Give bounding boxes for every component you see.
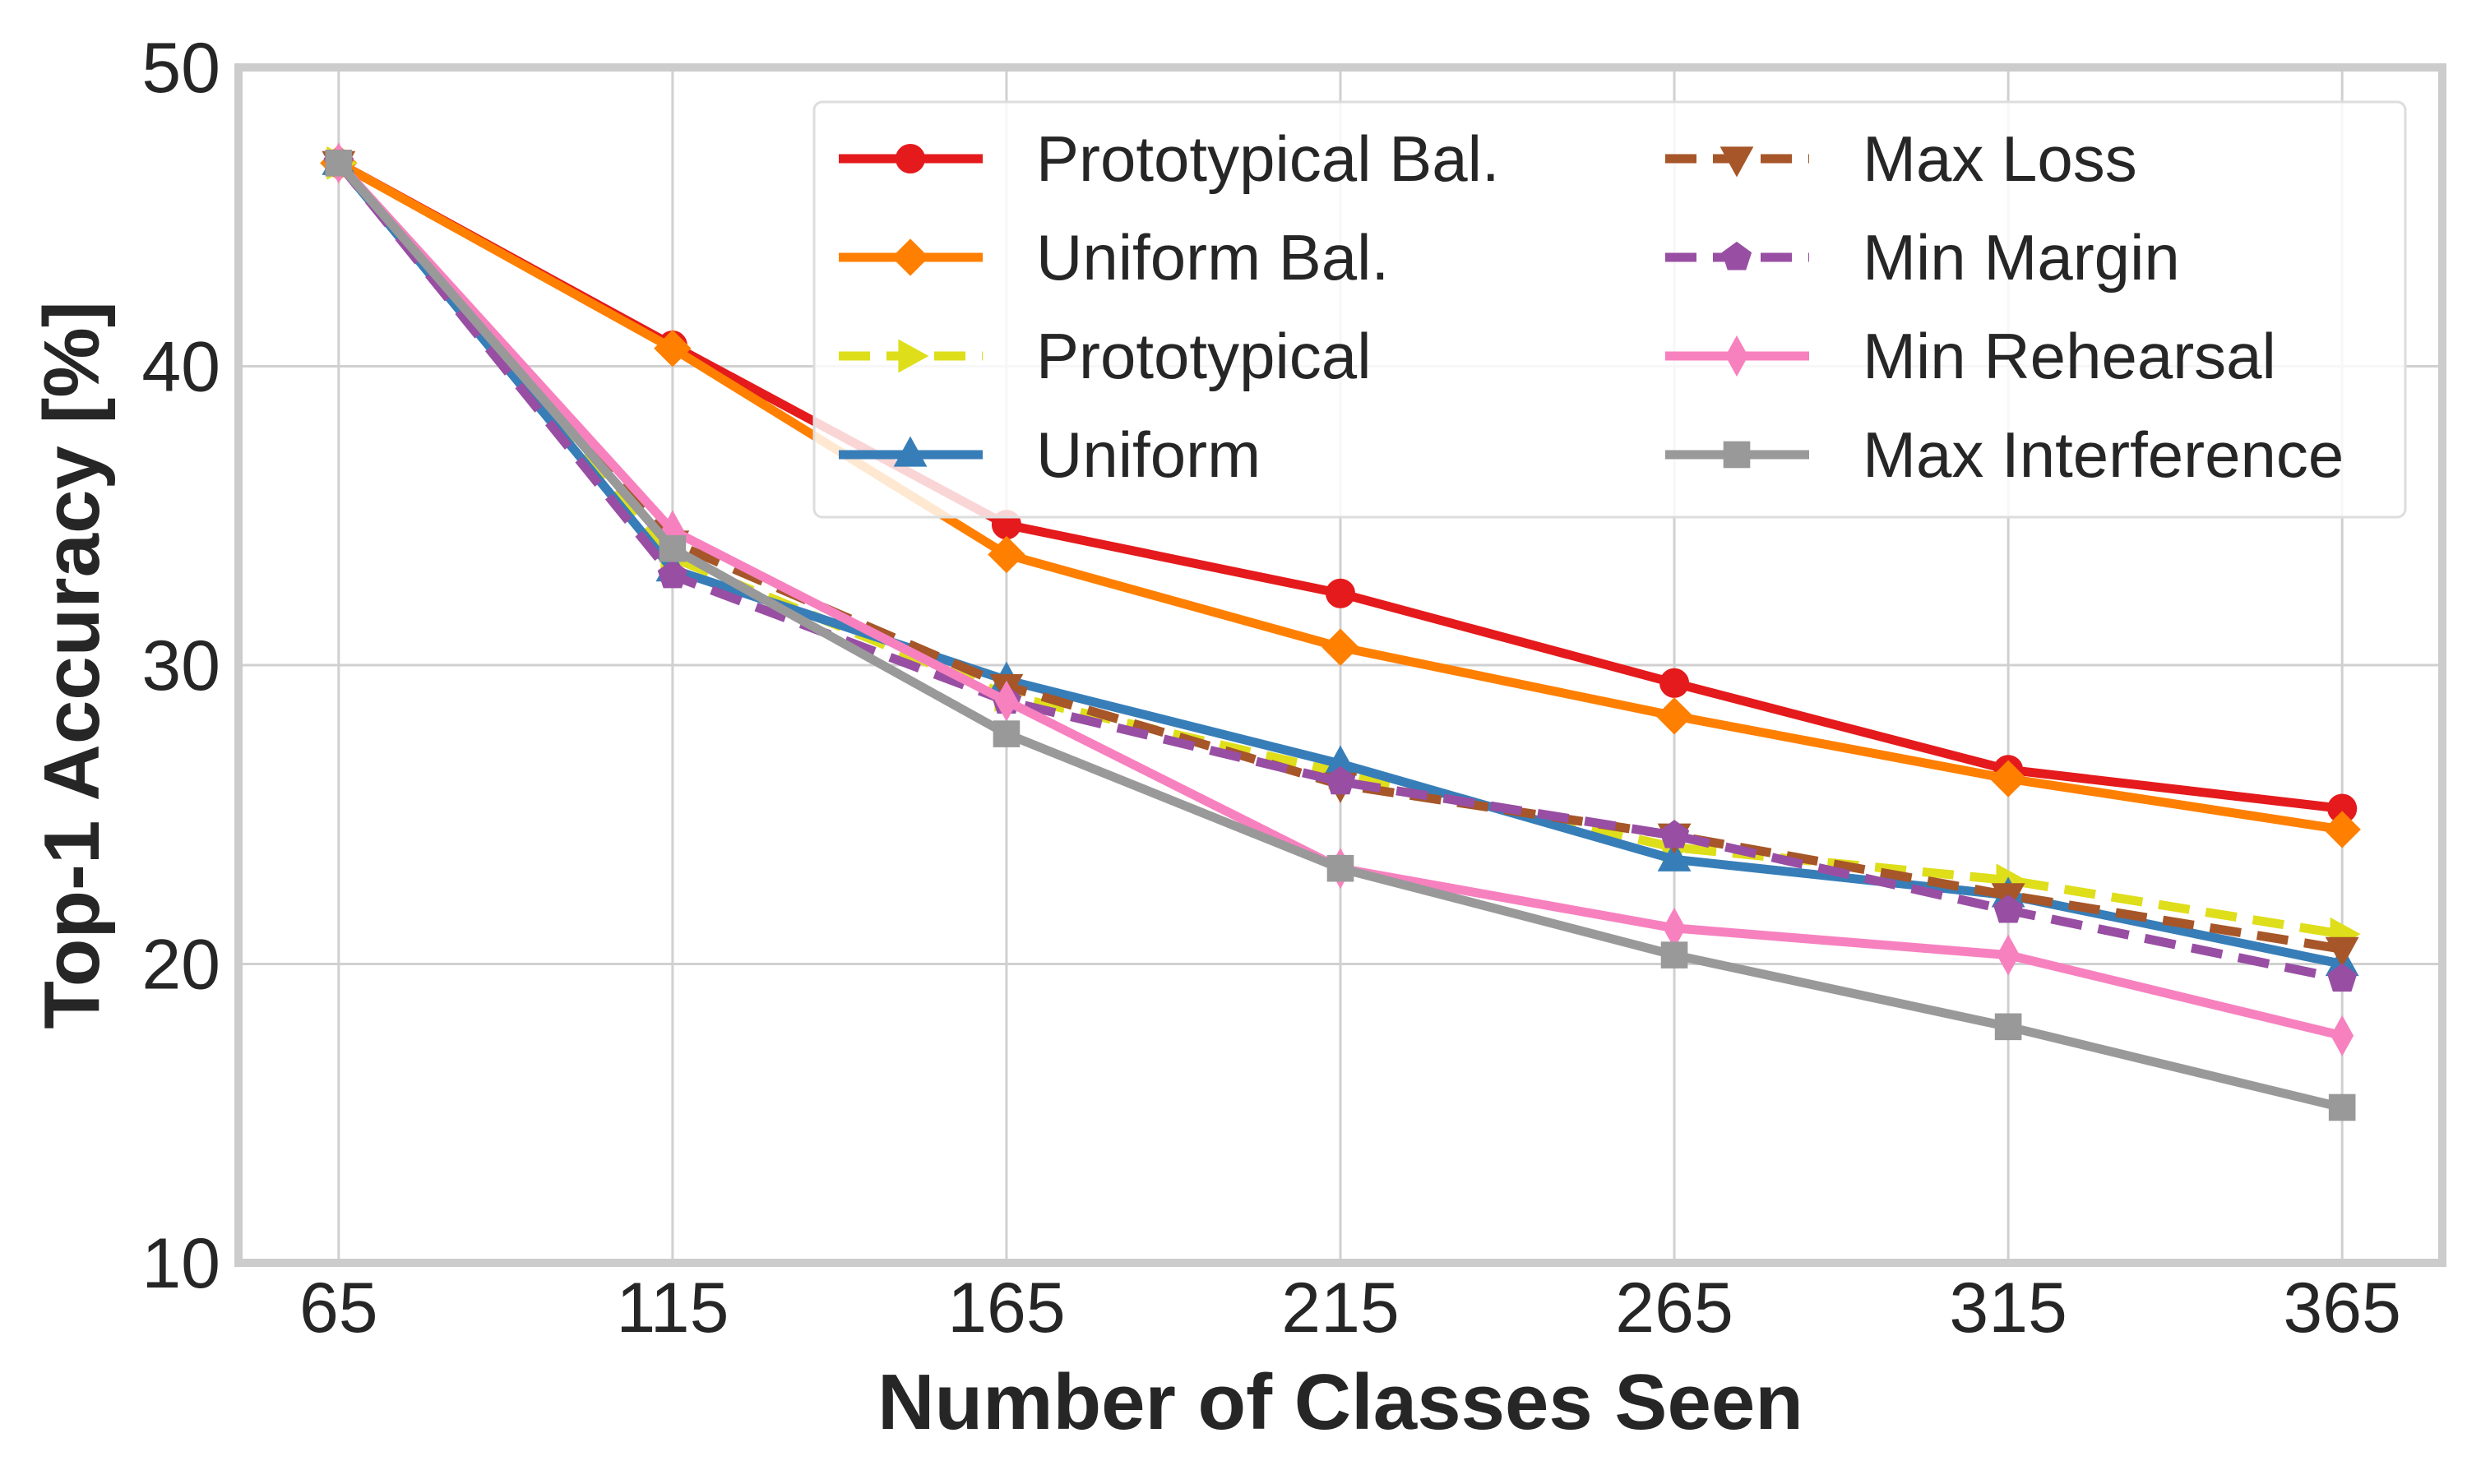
data-point bbox=[1723, 441, 1751, 469]
legend-label: Prototypical Bal. bbox=[1036, 123, 1500, 195]
data-point bbox=[2323, 811, 2361, 848]
legend: Prototypical Bal. Uniform Bal. Prototypica… bbox=[812, 100, 2407, 519]
x-tick-label: 165 bbox=[947, 1269, 1066, 1348]
legend-label: Uniform bbox=[1036, 418, 1261, 491]
legend-item: Uniform Bal. bbox=[839, 221, 1389, 294]
legend-frame bbox=[812, 100, 2407, 519]
data-point bbox=[1997, 934, 2020, 976]
data-point bbox=[1721, 241, 1752, 270]
legend-item: Min Margin bbox=[1665, 221, 2180, 294]
y-axis-title: Top-1 Accuracy [%] bbox=[28, 301, 116, 1029]
data-point bbox=[1989, 760, 2027, 797]
data-point bbox=[1663, 907, 1686, 949]
legend-item: Prototypical bbox=[839, 320, 1372, 392]
data-point bbox=[1655, 697, 1693, 735]
data-point bbox=[657, 559, 688, 589]
x-tick-label: 265 bbox=[1615, 1269, 1733, 1348]
data-point bbox=[1657, 840, 1692, 871]
x-tick-label: 365 bbox=[2283, 1269, 2401, 1348]
data-point bbox=[988, 535, 1025, 574]
data-point bbox=[2327, 963, 2358, 992]
legend-item: Uniform bbox=[839, 418, 1261, 491]
legend-item: Max Interference bbox=[1665, 418, 2344, 491]
series-max-interference bbox=[325, 150, 2356, 1121]
series-group bbox=[320, 142, 2361, 1121]
data-point bbox=[2328, 1093, 2356, 1121]
data-point bbox=[1659, 668, 1690, 698]
data-point bbox=[1321, 628, 1359, 666]
data-point bbox=[2330, 1015, 2354, 1056]
data-point bbox=[1326, 854, 1354, 882]
data-point bbox=[654, 330, 692, 368]
data-point bbox=[896, 144, 925, 173]
data-point bbox=[1659, 820, 1690, 848]
data-point bbox=[893, 436, 928, 467]
y-tick-label: 20 bbox=[141, 926, 220, 1005]
legend-label: Prototypical bbox=[1036, 320, 1372, 392]
y-tick-label: 50 bbox=[141, 29, 220, 108]
tick-labels: 65 115 165 215 265 315 365 10 20 30 40 50 bbox=[141, 29, 2401, 1348]
data-point bbox=[1725, 335, 1748, 377]
legend-item: Prototypical Bal. bbox=[839, 123, 1500, 195]
plot-frame bbox=[234, 63, 2446, 1267]
data-point bbox=[1993, 894, 2024, 923]
data-point bbox=[898, 339, 929, 373]
data-point bbox=[891, 238, 929, 276]
legend-label: Uniform Bal. bbox=[1036, 221, 1389, 294]
legend-label: Max Loss bbox=[1863, 123, 2137, 195]
x-tick-label: 65 bbox=[299, 1269, 378, 1348]
data-point bbox=[993, 720, 1021, 747]
x-tick-label: 315 bbox=[1949, 1269, 2067, 1348]
data-point bbox=[325, 150, 353, 177]
data-point bbox=[2325, 936, 2359, 968]
legend-label: Max Interference bbox=[1863, 418, 2344, 491]
x-tick-label: 215 bbox=[1281, 1269, 1400, 1348]
y-tick-label: 30 bbox=[141, 626, 220, 705]
data-point bbox=[659, 534, 687, 562]
y-tick-label: 40 bbox=[141, 328, 220, 407]
legend-label: Min Rehearsal bbox=[1863, 320, 2276, 392]
data-point bbox=[1325, 765, 1356, 795]
legend-label: Min Margin bbox=[1863, 221, 2180, 294]
legend-item: Min Rehearsal bbox=[1665, 320, 2276, 392]
data-point bbox=[1719, 146, 1754, 178]
x-tick-label: 115 bbox=[616, 1269, 729, 1348]
y-tick-label: 10 bbox=[141, 1224, 220, 1303]
data-point bbox=[995, 680, 1018, 722]
x-axis-title: Number of Classes Seen bbox=[877, 1358, 1803, 1446]
data-point bbox=[1326, 578, 1355, 608]
series-uniform-bal bbox=[320, 144, 2361, 848]
legend-item: Max Loss bbox=[1665, 123, 2137, 195]
data-point bbox=[1994, 1013, 2022, 1041]
data-point bbox=[1660, 941, 1688, 969]
